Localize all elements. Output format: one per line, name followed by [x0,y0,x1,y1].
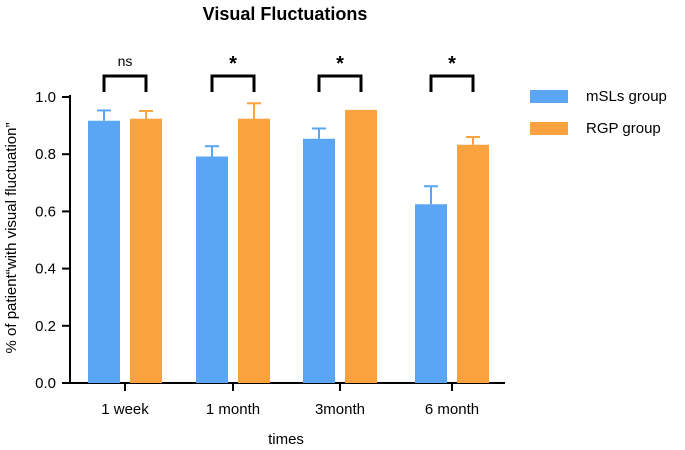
significance-label: * [229,53,237,75]
legend-label: RGP group [586,120,661,137]
bar-msls-group [303,138,335,383]
bar-rgp-group [238,118,270,384]
x-axis-label: times [268,431,304,448]
x-tick-label: 6 month [425,401,479,418]
x-tick-label: 1 month [206,401,260,418]
significance-bracket [429,74,475,92]
y-axis-label: % of patient“with visual fluctuation” [3,123,20,354]
y-tick-label: 1.0 [35,89,56,106]
bar-msls-group [88,120,120,383]
x-tick-label: 3month [315,401,365,418]
legend-label: mSLs group [586,88,667,105]
legend-swatch [530,122,568,135]
y-tick-label: 0.4 [35,261,56,278]
significance-label: ns [118,53,133,69]
chart-title: Visual Fluctuations [203,4,368,24]
legend-swatch [530,90,568,103]
significance-label: * [448,53,456,75]
bar-rgp-group [457,144,489,383]
bar-rgp-group [130,118,162,384]
bar-msls-group [196,156,228,383]
y-tick-label: 0.0 [35,375,56,392]
significance-bracket [102,74,148,92]
y-tick-label: 0.6 [35,203,56,220]
significance-bracket [317,74,363,92]
significance-label: * [336,53,344,75]
bar-msls-group [415,204,447,383]
x-tick-label: 1 week [101,401,149,418]
y-tick-label: 0.8 [35,146,56,163]
bar-rgp-group [345,109,377,384]
y-tick-label: 0.2 [35,318,56,335]
significance-bracket [210,74,256,92]
